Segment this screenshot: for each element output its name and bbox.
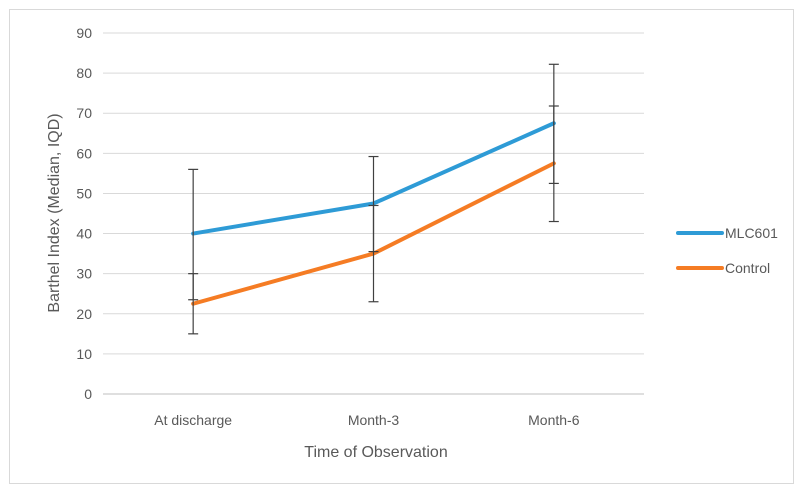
y-tick-label: 20 (76, 306, 92, 322)
legend-item-control: Control (676, 260, 770, 276)
y-axis-title: Barthel Index (Median, IQD) (46, 113, 63, 312)
legend-item-mlc601: MLC601 (676, 225, 778, 241)
error-bar (368, 204, 379, 303)
chart-frame (9, 9, 794, 484)
error-bars (188, 63, 559, 335)
y-tick-label: 70 (76, 105, 92, 121)
x-tick-label: At discharge (154, 412, 232, 428)
y-tick-label: 90 (76, 25, 92, 41)
x-tick-label: Month-3 (348, 412, 400, 428)
y-tick-label: 10 (76, 346, 92, 362)
y-tick-label: 0 (84, 386, 92, 402)
y-tick-label: 50 (76, 185, 92, 201)
y-tick-label: 30 (76, 266, 92, 282)
y-tick-label: 80 (76, 65, 92, 81)
x-tick-label: Month-6 (528, 412, 580, 428)
legend: MLC601 Control (676, 225, 778, 276)
x-axis-title: Time of Observation (304, 444, 447, 461)
legend-label: Control (725, 260, 770, 276)
error-bar (188, 273, 199, 335)
y-tick-label: 60 (76, 145, 92, 161)
error-bar (548, 105, 559, 223)
y-tick-labels: 0 10 20 30 40 50 60 70 80 90 (76, 25, 92, 402)
y-tick-label: 40 (76, 226, 92, 242)
x-tick-labels: At discharge Month-3 Month-6 (154, 412, 579, 428)
legend-label: MLC601 (725, 225, 778, 241)
